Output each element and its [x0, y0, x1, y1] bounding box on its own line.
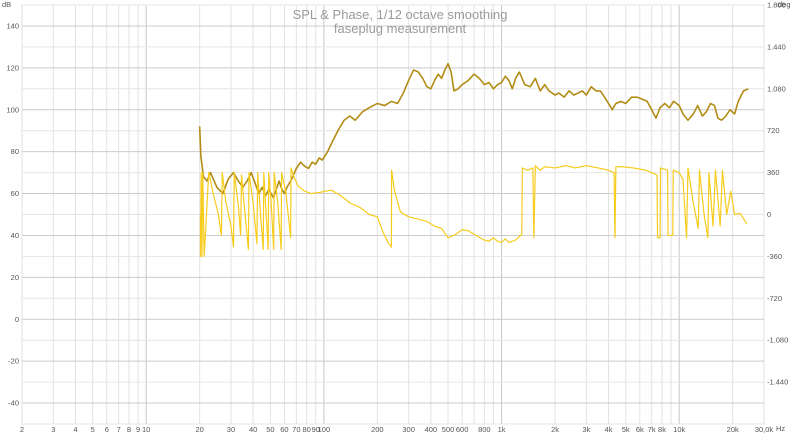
series-group	[198, 62, 749, 257]
x-tick-label: 800	[478, 425, 491, 434]
x-tick-label: 40	[249, 425, 257, 434]
y-right-tick-label: 360	[767, 168, 780, 177]
x-tick-label: 10	[142, 425, 150, 434]
chart-subtitle: faseplug measurement	[334, 21, 467, 36]
y-left-tick-label: 140	[6, 21, 19, 30]
x-tick-label: 2	[20, 425, 24, 434]
x-tick-label: 6k	[636, 425, 644, 434]
x-tick-label: 5k	[622, 425, 630, 434]
y-right-tick-label: 720	[767, 126, 780, 135]
y-left-tick-label: 0	[15, 315, 19, 324]
x-tick-label: 6	[105, 425, 109, 434]
y-left-tick-label: 20	[11, 273, 19, 282]
x-tick-label: 30,0k	[755, 425, 774, 434]
x-tick-label: 4k	[605, 425, 613, 434]
x-tick-label: 80	[302, 425, 310, 434]
x-tick-label: 5	[91, 425, 95, 434]
y-right-tick-label: -1.440	[767, 378, 788, 387]
x-tick-label: 10k	[673, 425, 685, 434]
y-right-tick-label: -720	[767, 294, 782, 303]
x-tick-label: 500	[442, 425, 455, 434]
y-right-tick-label: -360	[767, 252, 782, 261]
x-unit: Hz	[776, 424, 785, 433]
y-left-tick-label: 40	[11, 231, 19, 240]
x-tick-label: 20k	[727, 425, 739, 434]
x-tick-label: 20	[196, 425, 204, 434]
x-tick-label: 8k	[658, 425, 666, 434]
y-left-tick-label: -40	[8, 399, 19, 408]
phase-series-line	[199, 165, 748, 257]
y-right-tick-label: 1.800	[767, 1, 786, 10]
tick-labels: 140120100806040200-20-401.8001.4401.0807…	[6, 1, 788, 435]
x-tick-label: 90	[312, 425, 320, 434]
y-left-tick-label: 80	[11, 147, 19, 156]
y-left-tick-label: 120	[6, 63, 19, 72]
y-left-tick-label: -20	[8, 357, 19, 366]
x-tick-label: 7k	[648, 425, 656, 434]
y-right-tick-label: 1.080	[767, 84, 786, 93]
y-left-unit: dB	[2, 0, 11, 9]
y-right-tick-label: 0	[767, 210, 771, 219]
x-tick-label: 200	[371, 425, 384, 434]
x-tick-label: 300	[402, 425, 415, 434]
x-tick-label: 4	[73, 425, 77, 434]
y-right-tick-label: -1.080	[767, 336, 788, 345]
grid	[21, 4, 765, 425]
y-right-unit: deg	[778, 0, 791, 9]
x-tick-label: 3k	[582, 425, 590, 434]
x-tick-label: 1k	[498, 425, 506, 434]
x-tick-label: 400	[425, 425, 438, 434]
x-tick-label: 60	[280, 425, 288, 434]
x-tick-label: 7	[117, 425, 121, 434]
x-tick-label: 3	[51, 425, 55, 434]
y-right-tick-label: 1.440	[767, 42, 786, 51]
x-tick-label: 8	[127, 425, 131, 434]
x-tick-label: 70	[292, 425, 300, 434]
y-left-tick-label: 100	[6, 105, 19, 114]
x-tick-label: 30	[227, 425, 235, 434]
spl-series-line	[198, 62, 749, 199]
x-tick-label: 600	[456, 425, 469, 434]
chart-title: SPL & Phase, 1/12 octave smoothing	[293, 7, 508, 22]
x-tick-label: 9	[136, 425, 140, 434]
y-left-tick-label: 60	[11, 189, 19, 198]
x-tick-label: 2k	[551, 425, 559, 434]
x-tick-label: 100	[318, 425, 331, 434]
x-tick-label: 50	[266, 425, 274, 434]
